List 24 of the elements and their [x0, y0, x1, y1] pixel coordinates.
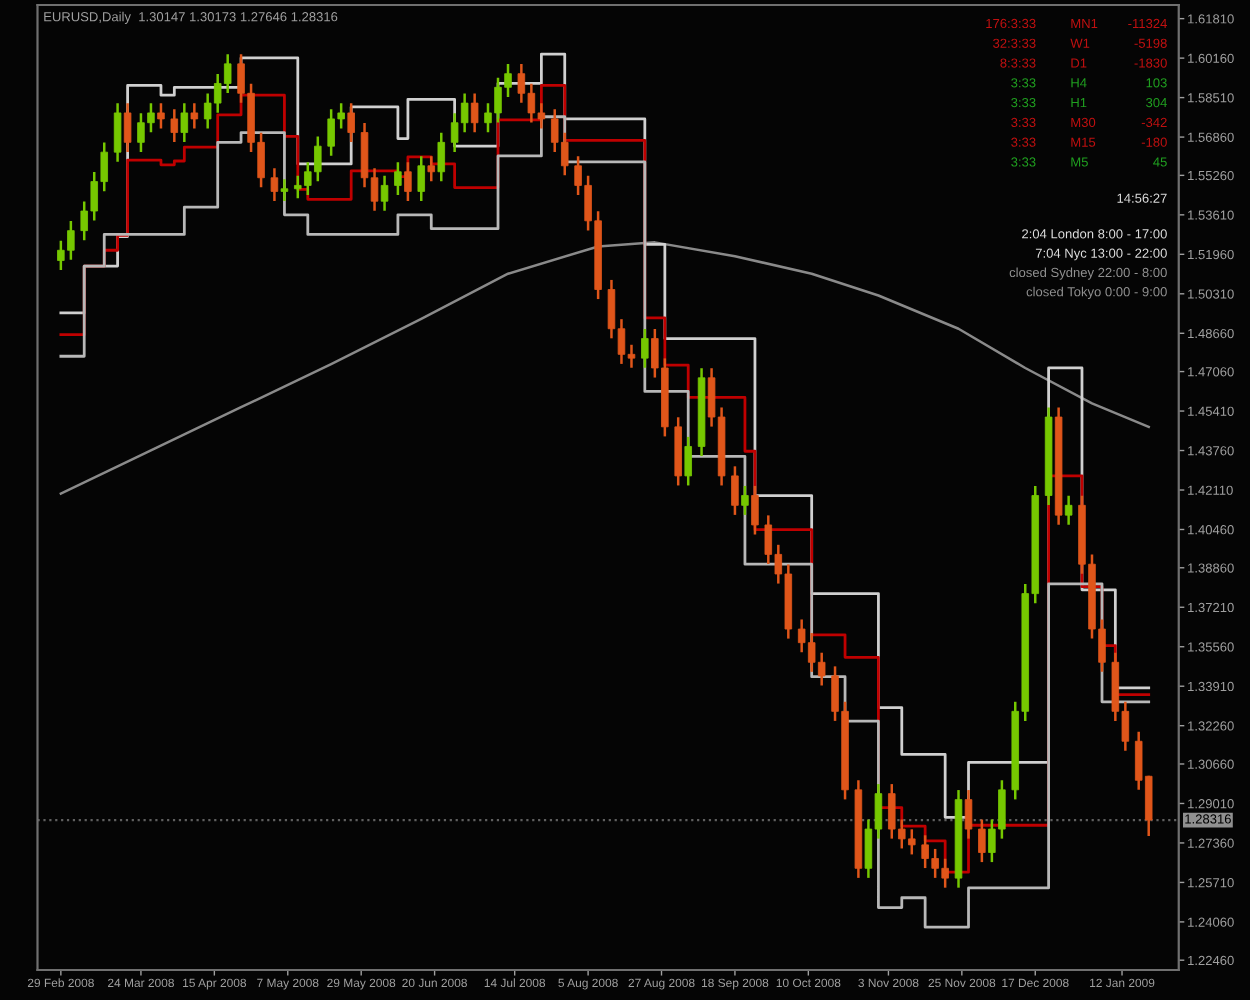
candlestick: [157, 102, 165, 130]
candlestick: [113, 102, 122, 163]
candlestick: [270, 166, 279, 203]
candlestick: [641, 327, 649, 369]
candlestick: [190, 102, 199, 130]
candlestick: [427, 154, 436, 183]
candlestick: [394, 160, 402, 197]
candlestick: [417, 154, 426, 203]
candlestick: [731, 465, 739, 517]
candlestick: [280, 177, 289, 203]
candlestick: [347, 102, 355, 144]
candlestick: [123, 102, 132, 154]
candlestick: [380, 174, 389, 213]
candlestick: [470, 92, 479, 134]
candlestick: [1064, 494, 1073, 526]
candlestick: [404, 160, 412, 203]
candlestick: [684, 435, 692, 487]
candlestick: [741, 484, 749, 517]
candlestick: [751, 484, 759, 536]
candlestick: [180, 102, 189, 144]
candlestick: [437, 131, 446, 183]
candlestick: [978, 818, 986, 864]
candlestick: [170, 108, 179, 144]
candlestick: [964, 788, 973, 840]
